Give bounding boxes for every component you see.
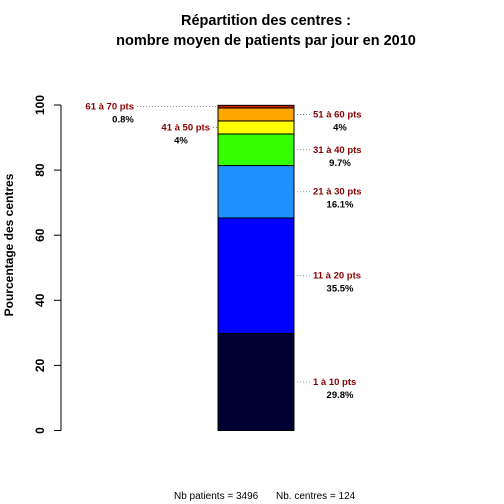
segment-label-6: 61 à 70 pts (85, 102, 134, 113)
y-tick-label-1: 20 (33, 358, 47, 372)
segment-percent-6: 0.8% (112, 115, 134, 126)
segment-percent-1: 35.5% (327, 284, 354, 295)
y-tick-label-4: 80 (33, 163, 47, 177)
footer-centres-value: 124 (339, 491, 356, 502)
footer-patients-value: 3496 (236, 491, 259, 502)
y-axis: 0 20 40 60 80 100 (33, 95, 62, 434)
segment-percent-4: 4% (174, 135, 188, 146)
y-tick-label-0: 0 (33, 427, 47, 434)
footer-patients-label: Nb patients = (174, 491, 236, 502)
bar-segment-5 (217, 107, 295, 122)
chart-subtitle: nombre moyen de patients par jour en 201… (116, 33, 416, 49)
y-tick-label-3: 60 (33, 228, 47, 242)
segment-labels: 1 à 10 pts 29.8% 11 à 20 pts 35.5% 21 à 30 p… (85, 102, 361, 401)
segment-percent-5: 4% (333, 122, 347, 133)
segment-percent-2: 16.1% (327, 200, 354, 211)
bar-segment-2 (217, 165, 295, 219)
bar-segment-6 (217, 104, 295, 109)
bar-segment-1 (217, 217, 295, 335)
bar-segment-0 (217, 333, 295, 432)
segment-percent-0: 29.8% (327, 390, 354, 401)
segment-label-3: 31 à 40 pts (313, 145, 362, 156)
segment-label-0: 1 à 10 pts (313, 377, 356, 388)
footer-centres: Nb. centres = 124 (276, 491, 356, 502)
bar-segment-3 (217, 133, 295, 167)
chart-title: Répartition des centres : (181, 13, 351, 29)
segment-label-2: 21 à 30 pts (313, 187, 362, 198)
bar-segments (217, 104, 295, 432)
y-axis-label: Pourcentage des centres (2, 173, 16, 316)
segment-label-1: 11 à 20 pts (313, 271, 361, 282)
footer-centres-label: Nb. centres = (276, 491, 339, 502)
bar-segment-4 (217, 120, 295, 135)
segment-label-5: 51 à 60 pts (313, 109, 362, 120)
footer-patients: Nb patients = 3496 (174, 491, 259, 502)
y-tick-label-2: 40 (33, 293, 47, 307)
segment-percent-3: 9.7% (329, 158, 351, 169)
y-tick-label-5: 100 (33, 95, 47, 115)
segment-label-4: 41 à 50 pts (161, 122, 210, 133)
